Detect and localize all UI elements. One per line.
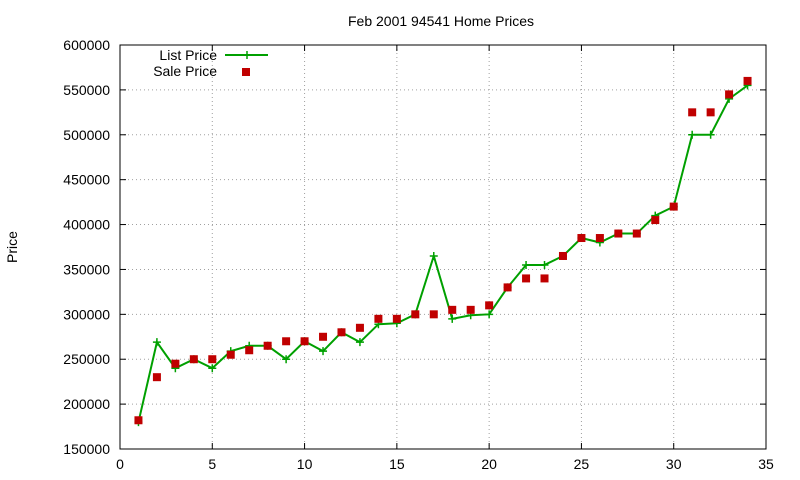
y-axis-label: Price (4, 231, 20, 263)
x-tick-label: 10 (297, 456, 313, 472)
sale-price-point (485, 301, 494, 310)
sale-price-point (171, 359, 180, 368)
axes (119, 44, 767, 450)
sale-price-point (319, 332, 328, 341)
sale-price-point (743, 76, 752, 85)
sale-price-point (429, 310, 438, 319)
sale-price-point (392, 314, 401, 323)
tick-labels: 150000 200000 250000 300000 350000 400000 4500… (63, 37, 774, 472)
sale-price-point (355, 323, 364, 332)
y-tick-label: 450000 (63, 172, 110, 188)
chart-title: Feb 2001 94541 Home Prices (348, 13, 534, 29)
x-tick-label: 30 (666, 456, 682, 472)
sale-price-point (540, 274, 549, 283)
list-price-point (485, 310, 494, 319)
sale-price-point (577, 234, 586, 243)
y-tick-label: 200000 (63, 396, 110, 412)
plot-frame (119, 44, 767, 450)
list-price-point (448, 314, 457, 323)
list-price-point (540, 260, 549, 269)
sale-price-point (632, 229, 641, 238)
sale-price-point (263, 341, 272, 350)
x-tick-label: 20 (481, 456, 497, 472)
x-tick-label: 5 (208, 456, 216, 472)
sale-price-point (411, 310, 420, 319)
sale-price-point (614, 229, 623, 238)
sale-price-point (725, 90, 734, 99)
sale-price-point (651, 216, 660, 225)
list-price-point (282, 355, 291, 364)
list-price-line (137, 84, 749, 423)
plot-area (134, 76, 752, 427)
x-tick-label: 35 (758, 456, 774, 472)
sale-price-point (226, 350, 235, 359)
sale-price-point (300, 337, 309, 346)
list-price-point (208, 364, 217, 373)
list-price-point (319, 347, 328, 356)
sale-price-point (558, 251, 567, 260)
list-price-point (429, 251, 438, 260)
sale-price-point (337, 328, 346, 337)
list-price-point (706, 130, 715, 139)
sale-price-point (522, 274, 531, 283)
sale-price-point (282, 337, 291, 346)
y-tick-label: 400000 (63, 217, 110, 233)
sale-price-point (503, 283, 512, 292)
x-tick-label: 15 (389, 456, 405, 472)
list-price-point (355, 338, 364, 347)
y-tick-label: 600000 (63, 37, 110, 53)
sale-price-point (134, 416, 143, 425)
y-tick-label: 300000 (63, 306, 110, 322)
grid-lines (120, 45, 766, 449)
legend-label-sale-price: Sale Price (153, 63, 217, 79)
sale-price-point (466, 305, 475, 314)
legend-marker-list-price (243, 51, 251, 59)
y-tick-label: 500000 (63, 127, 110, 143)
sale-price-point (669, 202, 678, 211)
sale-price-point (245, 346, 254, 355)
list-price-point (688, 130, 697, 139)
sale-price-point (595, 234, 604, 243)
x-tick-label: 0 (116, 456, 124, 472)
y-tick-label: 350000 (63, 261, 110, 277)
sale-price-point (152, 373, 161, 382)
y-tick-label: 550000 (63, 82, 110, 98)
sale-price-point (448, 305, 457, 314)
x-tick-label: 25 (574, 456, 590, 472)
list-price-point (522, 260, 531, 269)
sale-price-point (189, 355, 198, 364)
sale-price-point (688, 108, 697, 117)
y-tick-label: 150000 (63, 441, 110, 457)
legend-marker-sale-price (242, 68, 250, 76)
y-tick-label: 250000 (63, 351, 110, 367)
list-price-point (152, 338, 161, 347)
sale-price-point (706, 108, 715, 117)
sale-price-point (208, 355, 217, 364)
legend-label-list-price: List Price (159, 47, 217, 63)
sale-price-point (374, 314, 383, 323)
